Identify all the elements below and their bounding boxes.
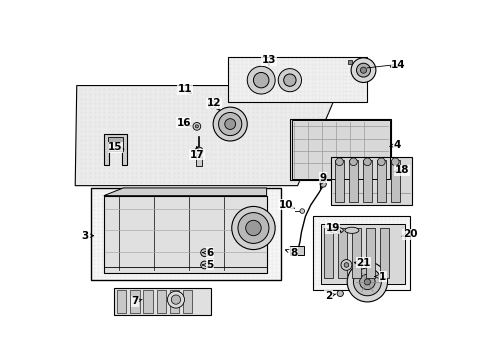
Text: 14: 14 — [391, 60, 406, 70]
Circle shape — [284, 74, 296, 86]
Circle shape — [253, 72, 269, 88]
Circle shape — [232, 206, 275, 249]
Text: 21: 21 — [356, 258, 371, 267]
Text: 18: 18 — [395, 165, 410, 175]
Bar — [108, 137, 123, 151]
Bar — [290, 119, 391, 180]
Circle shape — [347, 262, 388, 302]
Bar — [290, 246, 304, 255]
Text: 1: 1 — [379, 271, 387, 282]
Text: 10: 10 — [279, 200, 293, 210]
Circle shape — [357, 63, 370, 77]
Circle shape — [364, 158, 371, 166]
Text: 15: 15 — [108, 142, 123, 152]
Bar — [348, 60, 352, 64]
Bar — [170, 291, 179, 313]
Circle shape — [196, 125, 198, 128]
Circle shape — [337, 291, 343, 297]
Bar — [196, 157, 202, 166]
Text: 11: 11 — [178, 84, 193, 94]
Circle shape — [360, 274, 375, 289]
Bar — [144, 291, 153, 313]
Bar — [331, 157, 412, 205]
Ellipse shape — [329, 227, 343, 233]
Bar — [157, 291, 166, 313]
Circle shape — [196, 147, 203, 155]
Bar — [313, 216, 410, 289]
Circle shape — [245, 220, 261, 236]
Circle shape — [341, 260, 352, 270]
Bar — [183, 291, 192, 313]
Text: 5: 5 — [206, 260, 214, 270]
Text: 17: 17 — [190, 150, 204, 160]
Circle shape — [361, 67, 367, 73]
Circle shape — [364, 279, 370, 285]
Text: 19: 19 — [325, 223, 340, 233]
Circle shape — [351, 58, 376, 82]
Bar — [117, 291, 126, 313]
Text: 9: 9 — [319, 173, 327, 183]
Circle shape — [201, 261, 209, 269]
Circle shape — [225, 119, 236, 130]
Bar — [292, 120, 390, 179]
Polygon shape — [104, 134, 127, 165]
Text: 20: 20 — [403, 229, 417, 239]
Text: 13: 13 — [262, 55, 276, 65]
Circle shape — [344, 263, 349, 267]
Bar — [391, 160, 400, 202]
Bar — [130, 291, 140, 313]
Circle shape — [196, 154, 202, 160]
Bar — [338, 228, 347, 278]
Bar — [377, 160, 386, 202]
Circle shape — [168, 291, 184, 308]
Bar — [324, 228, 333, 278]
Bar — [104, 195, 267, 273]
Text: 6: 6 — [206, 248, 214, 258]
Text: 3: 3 — [81, 231, 88, 241]
Bar — [335, 160, 344, 202]
Polygon shape — [104, 188, 267, 195]
Circle shape — [353, 268, 381, 296]
Text: 7: 7 — [131, 296, 139, 306]
Circle shape — [213, 107, 247, 141]
Circle shape — [349, 158, 357, 166]
Bar — [363, 160, 372, 202]
Circle shape — [201, 249, 209, 256]
Circle shape — [300, 209, 305, 213]
Circle shape — [336, 158, 343, 166]
Bar — [352, 228, 361, 278]
Text: 4: 4 — [393, 140, 400, 150]
Bar — [380, 228, 389, 278]
Text: 12: 12 — [207, 98, 221, 108]
Circle shape — [219, 112, 242, 136]
Circle shape — [172, 295, 181, 304]
Circle shape — [377, 158, 385, 166]
Bar — [228, 57, 368, 102]
Bar — [91, 188, 281, 280]
Circle shape — [320, 181, 326, 187]
Circle shape — [392, 158, 399, 166]
Polygon shape — [75, 86, 340, 186]
Bar — [114, 288, 211, 315]
Bar — [349, 160, 358, 202]
Bar — [366, 228, 375, 278]
Text: 2: 2 — [325, 291, 332, 301]
Text: 16: 16 — [176, 117, 191, 127]
Circle shape — [238, 213, 269, 243]
Bar — [321, 224, 405, 284]
Circle shape — [209, 101, 216, 109]
Circle shape — [278, 69, 301, 92]
Circle shape — [193, 122, 201, 130]
Ellipse shape — [345, 227, 359, 233]
Circle shape — [247, 66, 275, 94]
Text: 8: 8 — [290, 248, 297, 258]
